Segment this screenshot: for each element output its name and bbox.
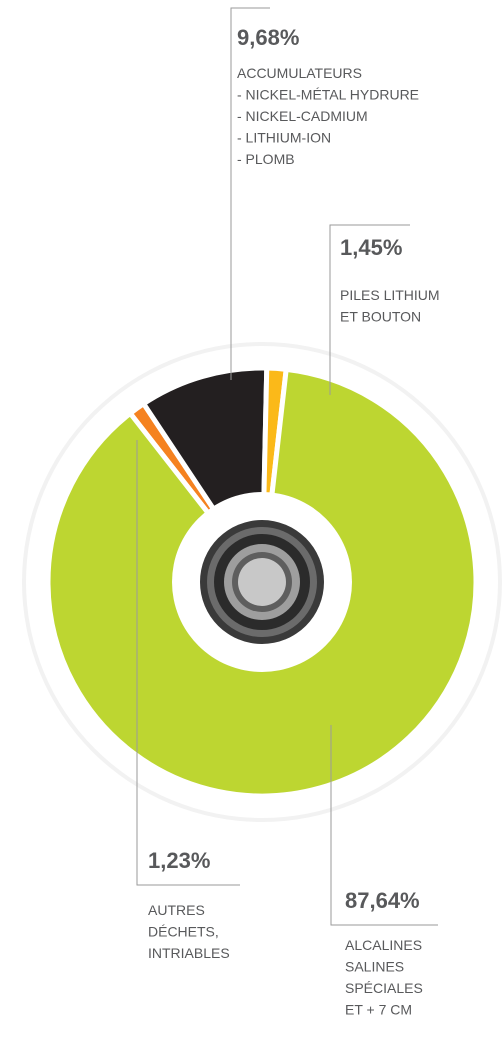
category-label: - PLOMB xyxy=(237,151,295,167)
leader-lines xyxy=(136,7,438,926)
category-label: - LITHIUM-ION xyxy=(237,130,331,146)
category-label: ALCALINES xyxy=(345,937,422,953)
category-label: SALINES xyxy=(345,959,404,975)
value-label: 9,68% xyxy=(237,25,299,50)
category-label: PILES LITHIUM xyxy=(340,287,440,303)
value-label: 1,45% xyxy=(340,235,402,260)
value-label: 87,64% xyxy=(345,888,420,913)
category-label: - NICKEL-MÉTAL HYDRURE xyxy=(237,87,419,103)
category-label: SPÉCIALES xyxy=(345,980,423,996)
category-label: INTRIABLES xyxy=(148,945,230,961)
battery-icon xyxy=(200,520,324,644)
category-label: AUTRES xyxy=(148,902,205,918)
value-label: 1,23% xyxy=(148,848,210,873)
category-label: ET + 7 CM xyxy=(345,1002,412,1018)
category-label: - NICKEL-CADMIUM xyxy=(237,108,368,124)
category-label: ET BOUTON xyxy=(340,309,421,325)
labels: 1,23% AUTRES DÉCHETS, INTRIABLES 9,68% ACCUMU… xyxy=(148,25,440,1018)
category-label: DÉCHETS, xyxy=(148,924,219,940)
category-label: ACCUMULATEURS xyxy=(237,65,362,81)
